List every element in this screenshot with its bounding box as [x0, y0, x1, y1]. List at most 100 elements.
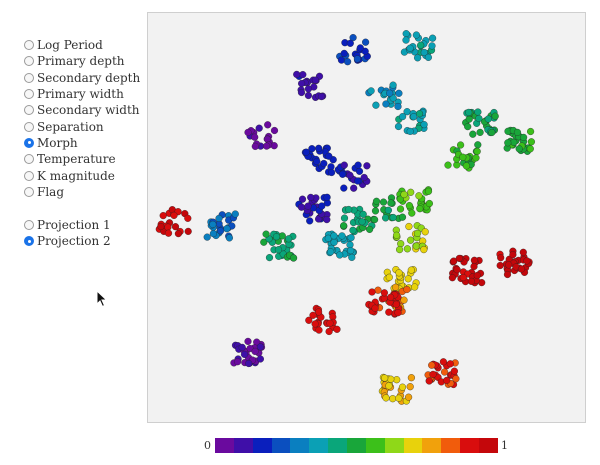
scatter-point[interactable]: [497, 254, 505, 262]
scatter-point[interactable]: [340, 222, 348, 230]
scatter-point[interactable]: [402, 30, 410, 38]
scatter-point[interactable]: [520, 133, 528, 141]
scatter-point[interactable]: [325, 327, 333, 336]
scatter-point[interactable]: [263, 142, 271, 150]
scatter-plot-svg[interactable]: [148, 13, 585, 422]
scatter-point[interactable]: [354, 161, 362, 169]
scatter-point[interactable]: [415, 110, 424, 118]
scatter-point[interactable]: [307, 193, 315, 201]
scatter-point[interactable]: [293, 70, 301, 78]
scatter-point[interactable]: [223, 225, 231, 233]
scatter-point[interactable]: [397, 240, 405, 248]
scatter-point[interactable]: [470, 256, 478, 264]
scatter-point[interactable]: [513, 128, 522, 136]
color-variable-option-log-period[interactable]: Log Period: [24, 37, 140, 53]
scatter-point[interactable]: [298, 195, 307, 203]
scatter-point[interactable]: [484, 115, 492, 123]
scatter-point[interactable]: [392, 283, 400, 291]
scatter-point[interactable]: [328, 168, 336, 177]
scatter-point[interactable]: [380, 289, 388, 297]
scatter-point[interactable]: [450, 367, 458, 375]
scatter-point[interactable]: [346, 39, 354, 47]
scatter-point[interactable]: [203, 233, 211, 241]
scatter-point[interactable]: [389, 81, 397, 89]
scatter-point[interactable]: [402, 36, 410, 44]
scatter-point[interactable]: [421, 228, 429, 236]
scatter-point[interactable]: [340, 214, 349, 222]
scatter-point[interactable]: [336, 251, 344, 259]
scatter-point[interactable]: [348, 253, 356, 261]
scatter-point[interactable]: [396, 246, 404, 254]
scatter-point[interactable]: [358, 218, 366, 226]
scatter-point[interactable]: [333, 325, 341, 333]
scatter-point[interactable]: [459, 273, 467, 282]
scatter-point[interactable]: [371, 216, 379, 224]
color-variable-option-primary-depth[interactable]: Primary depth: [24, 53, 140, 69]
scatter-point[interactable]: [504, 139, 512, 147]
scatter-point[interactable]: [174, 230, 182, 238]
scatter-point[interactable]: [420, 246, 428, 254]
radio-button[interactable]: [24, 170, 34, 181]
scatter-point[interactable]: [371, 207, 380, 215]
scatter-point[interactable]: [408, 209, 416, 217]
scatter-point[interactable]: [517, 265, 526, 273]
scatter-point[interactable]: [491, 112, 499, 120]
scatter-point[interactable]: [474, 141, 482, 149]
scatter-point[interactable]: [462, 162, 470, 170]
scatter-point[interactable]: [410, 113, 418, 121]
scatter-point[interactable]: [385, 273, 393, 281]
scatter-point[interactable]: [407, 188, 415, 196]
scatter-point[interactable]: [412, 31, 420, 39]
scatter-point[interactable]: [429, 34, 437, 42]
color-variable-option-secondary-depth[interactable]: Secondary depth: [24, 70, 140, 86]
scatter-point[interactable]: [526, 145, 534, 153]
radio-button[interactable]: [24, 40, 34, 51]
radio-button[interactable]: [24, 236, 34, 247]
scatter-point[interactable]: [389, 94, 397, 102]
projection-option-projection-2[interactable]: Projection 2: [24, 233, 111, 249]
radio-button[interactable]: [24, 89, 34, 100]
scatter-point[interactable]: [393, 231, 401, 239]
scatter-point[interactable]: [394, 309, 402, 317]
scatter-point[interactable]: [344, 58, 352, 66]
scatter-point[interactable]: [509, 251, 517, 259]
scatter-point[interactable]: [405, 222, 413, 231]
radio-button[interactable]: [24, 137, 34, 148]
scatter-point[interactable]: [448, 274, 456, 282]
scatter-point[interactable]: [395, 394, 403, 402]
scatter-point[interactable]: [420, 121, 428, 129]
scatter-point[interactable]: [453, 266, 461, 274]
scatter-point[interactable]: [392, 300, 400, 308]
scatter-point[interactable]: [527, 138, 535, 146]
scatter-point[interactable]: [305, 316, 313, 324]
scatter-point[interactable]: [325, 152, 333, 160]
color-variable-option-morph[interactable]: Morph: [24, 135, 140, 151]
scatter-point[interactable]: [260, 238, 268, 246]
scatter-point[interactable]: [387, 293, 395, 301]
color-variable-option-separation[interactable]: Separation: [24, 118, 140, 134]
scatter-point[interactable]: [406, 127, 414, 135]
scatter-point[interactable]: [379, 198, 388, 206]
scatter-point[interactable]: [387, 375, 395, 383]
radio-button[interactable]: [24, 220, 34, 231]
projection-option-projection-1[interactable]: Projection 1: [24, 217, 111, 233]
scatter-point[interactable]: [338, 232, 346, 240]
scatter-point[interactable]: [389, 395, 397, 403]
scatter-point[interactable]: [215, 214, 223, 222]
scatter-point[interactable]: [476, 128, 484, 136]
scatter-point[interactable]: [238, 343, 246, 351]
scatter-point[interactable]: [519, 248, 527, 256]
scatter-point[interactable]: [231, 210, 239, 218]
scatter-point[interactable]: [367, 87, 375, 95]
scatter-point[interactable]: [385, 308, 393, 316]
scatter-point[interactable]: [469, 130, 477, 138]
scatter-point[interactable]: [302, 148, 310, 156]
scatter-point[interactable]: [217, 227, 225, 235]
scatter-point[interactable]: [417, 41, 425, 49]
scatter-point[interactable]: [251, 142, 259, 150]
scatter-point[interactable]: [387, 199, 395, 207]
scatter-point[interactable]: [290, 254, 298, 262]
scatter-point[interactable]: [244, 128, 252, 136]
scatter-point[interactable]: [327, 248, 335, 256]
scatter-point[interactable]: [360, 173, 368, 182]
